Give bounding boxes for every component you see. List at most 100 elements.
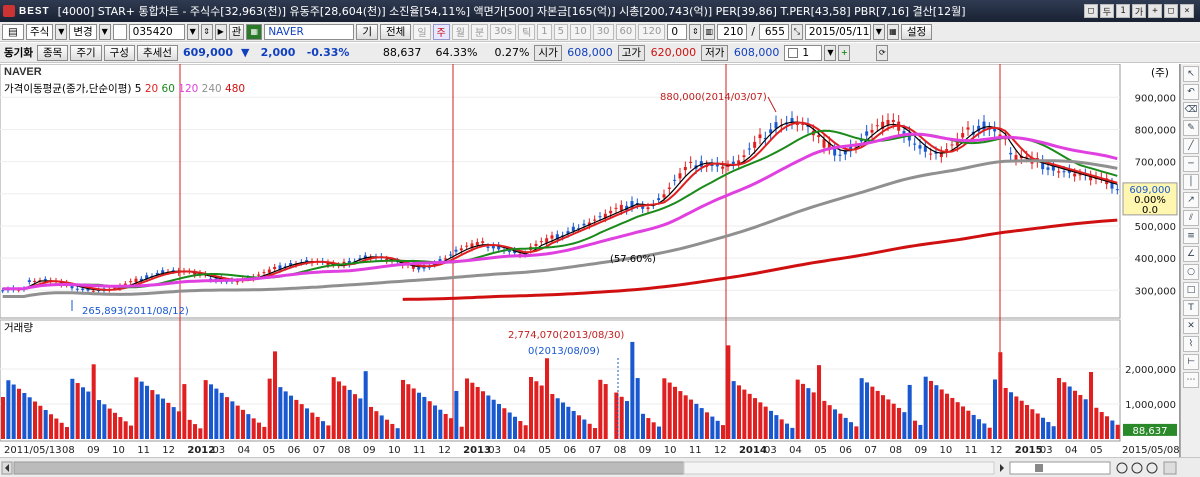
chart-type-icon[interactable]: ▤ xyxy=(2,23,24,40)
item-button[interactable]: 종목 xyxy=(36,44,69,61)
tab-tick[interactable]: 틱 xyxy=(518,23,536,40)
calendar-icon[interactable]: ▦ xyxy=(886,23,899,40)
undo-tool-icon[interactable]: ↶ xyxy=(1183,84,1199,100)
volume-bar xyxy=(998,352,1003,439)
trendline-button[interactable]: 추세선 xyxy=(136,44,178,61)
scroll-left-arrow-icon[interactable] xyxy=(5,464,9,472)
circle-tool-icon[interactable]: ○ xyxy=(1183,264,1199,280)
more-tool-icon[interactable]: ⋯ xyxy=(1183,372,1199,388)
volume-bar xyxy=(225,397,230,439)
zoom-slider[interactable] xyxy=(1009,461,1111,475)
multiplier-select[interactable]: 1 xyxy=(784,44,823,61)
tab-minute[interactable]: 분 xyxy=(470,23,489,40)
bar-type-icon[interactable]: ▥ xyxy=(703,23,716,40)
interval-30[interactable]: 30 xyxy=(592,23,614,40)
channel-tool-icon[interactable]: ⫽ xyxy=(1183,210,1199,226)
count-input[interactable]: 210 xyxy=(717,23,748,40)
tab-month[interactable]: 월 xyxy=(451,23,469,40)
line-tool-icon[interactable]: ╱ xyxy=(1183,138,1199,154)
hline-tool-icon[interactable]: ─ xyxy=(1183,156,1199,172)
angle-tool-icon[interactable]: ∠ xyxy=(1183,246,1199,262)
tab-week[interactable]: 주 xyxy=(432,23,450,40)
code-dropdown-icon[interactable]: ▼ xyxy=(186,23,199,40)
candle-body xyxy=(875,125,879,127)
cursor-tool-icon[interactable]: ↖ xyxy=(1183,66,1199,82)
scroll-thumb[interactable] xyxy=(13,461,685,475)
tab-30s[interactable]: 30s xyxy=(490,23,517,40)
pen-tool-icon[interactable]: ✎ xyxy=(1183,120,1199,136)
interval-60[interactable]: 60 xyxy=(615,23,637,40)
zoom-slider-handle[interactable] xyxy=(1035,464,1043,472)
name-field[interactable]: NAVER xyxy=(264,23,355,40)
close-button[interactable]: × xyxy=(1180,4,1194,18)
erase-tool-icon[interactable]: ⌫ xyxy=(1183,102,1199,118)
x-axis-label: 11 xyxy=(965,445,978,456)
custom-interval-spin-icon[interactable]: ⇕ xyxy=(689,23,702,40)
add-icon[interactable]: + xyxy=(838,44,851,61)
volume-bar xyxy=(870,386,875,439)
custom-interval-input[interactable]: 0 xyxy=(667,23,688,40)
settings-button[interactable]: 설정 xyxy=(900,23,933,40)
fibo-tool-icon[interactable]: ≡ xyxy=(1183,228,1199,244)
panel-toggle-icon[interactable] xyxy=(1163,461,1177,475)
arrow-tool-icon[interactable]: ↗ xyxy=(1183,192,1199,208)
scroll-track[interactable] xyxy=(683,461,995,475)
market-select[interactable]: 주식 xyxy=(26,23,54,40)
one-button[interactable]: 1 xyxy=(1116,4,1130,18)
volume-bar xyxy=(513,416,518,439)
restore-button[interactable]: □ xyxy=(1084,4,1098,18)
spin-icon[interactable]: ⇕ xyxy=(200,23,213,40)
maximize-button[interactable]: □ xyxy=(1164,4,1178,18)
zigzag-tool-icon[interactable]: ⌇ xyxy=(1183,336,1199,352)
candle-body xyxy=(70,285,74,289)
change-select[interactable]: 변경 xyxy=(69,23,97,40)
chart-stock-name: NAVER xyxy=(4,66,42,78)
zoom-reset-icon[interactable] xyxy=(1146,462,1158,474)
tab-day[interactable]: 일 xyxy=(413,23,431,40)
zoom-out-icon[interactable] xyxy=(1131,462,1143,474)
multiplier-dropdown-icon[interactable]: ▼ xyxy=(824,44,837,61)
split-button[interactable]: 두 xyxy=(1100,4,1114,18)
interval-5[interactable]: 5 xyxy=(553,23,569,40)
candle-body xyxy=(886,119,890,125)
gi-button[interactable]: 기 xyxy=(356,23,378,40)
vline-tool-icon[interactable]: │ xyxy=(1183,174,1199,190)
text-tool-icon[interactable]: T xyxy=(1183,300,1199,316)
candle-body xyxy=(923,146,927,152)
rect-tool-icon[interactable]: □ xyxy=(1183,282,1199,298)
interval-1[interactable]: 1 xyxy=(537,23,552,40)
cross-tool-icon[interactable]: ✕ xyxy=(1183,318,1199,334)
rel-button[interactable]: 관 xyxy=(228,23,245,40)
plus-button[interactable]: + xyxy=(1148,4,1162,18)
zoom-icon[interactable]: ⤡ xyxy=(790,23,803,40)
x-axis-label: 10 xyxy=(664,445,677,456)
zoom-in-icon[interactable] xyxy=(1116,462,1128,474)
next-icon[interactable]: ▶ xyxy=(214,23,227,40)
current-price: 609,000 xyxy=(182,46,234,59)
volume-bar xyxy=(251,418,256,439)
price-volume-chart[interactable]: 900,000800,000700,000600,000500,000400,0… xyxy=(0,63,1180,457)
code-input[interactable]: 035420 xyxy=(128,23,185,40)
refresh-icon[interactable]: ⟳ xyxy=(876,44,889,61)
interval-120[interactable]: 120 xyxy=(638,23,666,40)
x-axis-label: 2013 xyxy=(463,445,491,456)
volume-bar xyxy=(753,398,758,439)
font-button[interactable]: 가 xyxy=(1132,4,1146,18)
volume-bar xyxy=(545,358,550,439)
stock-info-icon[interactable]: ▦ xyxy=(246,23,263,40)
period-button[interactable]: 주기 xyxy=(70,44,102,61)
date-dropdown-icon[interactable]: ▼ xyxy=(872,23,885,40)
color-swatch[interactable] xyxy=(112,23,127,40)
ruler-tool-icon[interactable]: ⊢ xyxy=(1183,354,1199,370)
volume-bar xyxy=(182,384,187,439)
interval-10[interactable]: 10 xyxy=(570,23,591,40)
volume-bar xyxy=(310,412,315,439)
change-dropdown-icon[interactable]: ▼ xyxy=(98,23,111,40)
all-button[interactable]: 전체 xyxy=(380,23,412,40)
scroll-right-arrow-icon[interactable] xyxy=(1000,464,1004,472)
market-dropdown-icon[interactable]: ▼ xyxy=(55,23,68,40)
date-input[interactable]: 2015/05/11 xyxy=(804,23,871,40)
compose-button[interactable]: 구성 xyxy=(103,44,135,61)
volume-bar xyxy=(1094,407,1099,439)
chart-area[interactable]: 900,000800,000700,000600,000500,000400,0… xyxy=(0,63,1180,457)
